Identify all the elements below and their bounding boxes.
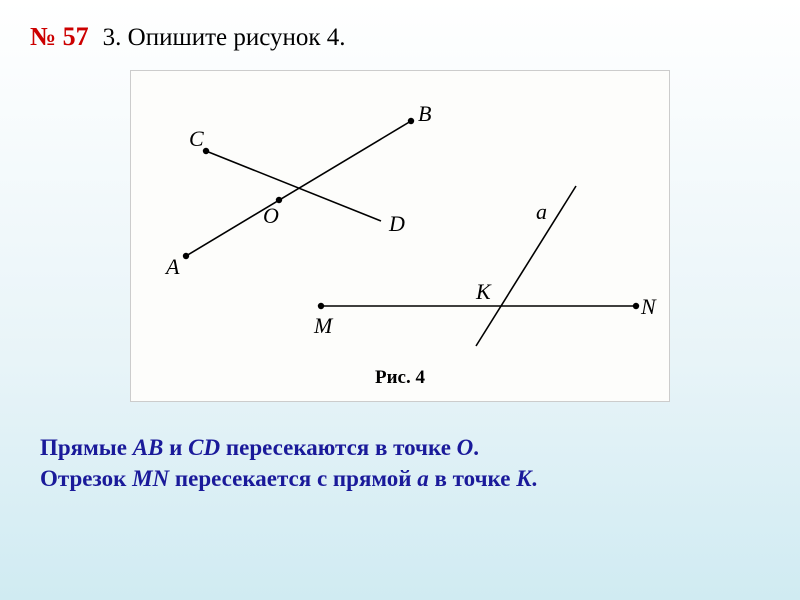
solution-line-2: Отрезок MN пересекается с прямой a в точ… [40,463,760,494]
svg-text:B: B [418,101,431,126]
problem-number: № 57 [30,22,89,52]
svg-text:a: a [536,199,547,224]
solution-line-1: Прямые AB и CD пересекаются в точке O. [40,432,760,463]
svg-text:N: N [640,294,657,319]
svg-text:M: M [313,313,334,338]
svg-text:K: K [475,279,492,304]
svg-text:A: A [164,254,180,279]
task-text: 3. Опишите рисунок 4. [103,24,346,52]
geometry-figure: A B C D O M N Ka [131,71,671,361]
solution-text: Прямые AB и CD пересекаются в точке O. О… [30,432,770,494]
svg-text:O: O [263,203,279,228]
figure-caption: Рис. 4 [131,361,669,401]
figure-box: A B C D O M N Ka Рис. 4 [130,70,670,402]
svg-text:C: C [189,126,204,151]
svg-text:D: D [388,211,405,236]
